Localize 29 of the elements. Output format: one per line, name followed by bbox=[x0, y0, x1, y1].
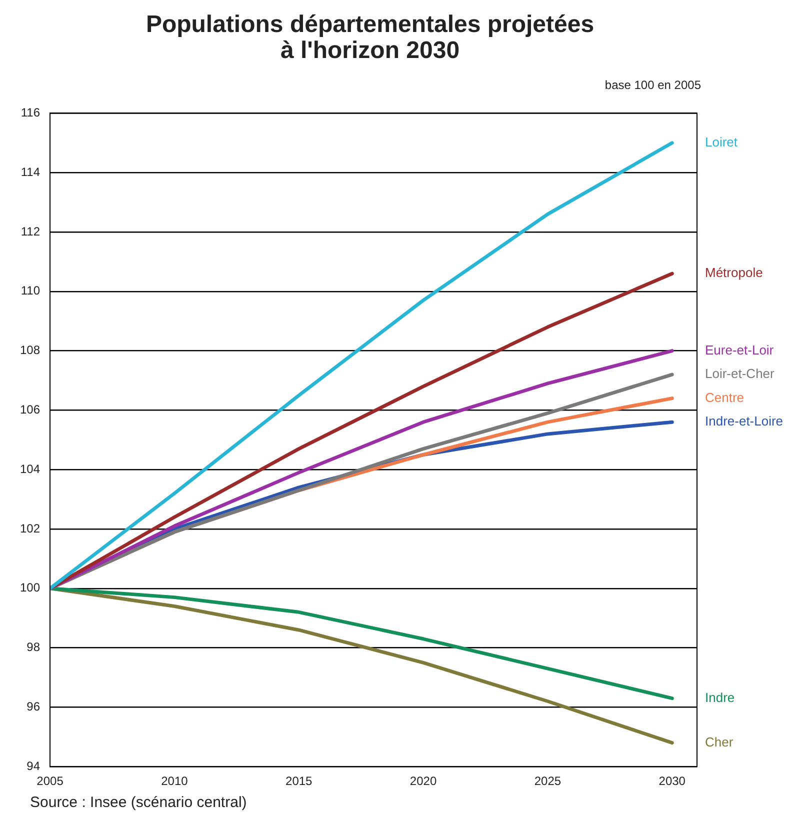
chart-title: Populations départementales projetées à l'horizon 2030 bbox=[144, 11, 596, 64]
y-tick-label: 94 bbox=[26, 758, 40, 773]
x-tick-label: 2030 bbox=[658, 774, 686, 788]
x-tick-label: 2025 bbox=[534, 774, 562, 788]
text: Métropole bbox=[705, 265, 763, 280]
text: Loir-et-Cher bbox=[705, 366, 776, 382]
y-tick-label: 96 bbox=[26, 700, 40, 714]
y-tick-label: 100 bbox=[20, 580, 40, 595]
text: Eure-et-Loir bbox=[705, 342, 774, 358]
y-tick-label: 112 bbox=[20, 224, 40, 238]
text: base 100 en 2005 bbox=[604, 78, 701, 92]
y-tick-label: 106 bbox=[20, 402, 40, 417]
x-tick-label: 2015 bbox=[286, 774, 313, 788]
x-tick-label: 2005 bbox=[36, 774, 64, 788]
text: Indre-et-Loire bbox=[705, 414, 784, 429]
text: Cher bbox=[705, 734, 734, 750]
x-tick-label: 2020 bbox=[410, 774, 437, 788]
text: Centre bbox=[705, 390, 744, 405]
x-tick-label: 2010 bbox=[161, 774, 188, 788]
y-tick-label: 108 bbox=[20, 343, 40, 358]
text: Indre bbox=[705, 690, 735, 705]
text: Loiret bbox=[705, 134, 738, 150]
y-tick-label: 98 bbox=[26, 640, 40, 654]
y-tick-label: 110 bbox=[20, 284, 40, 298]
source-note: Source : Insee (scénario central) bbox=[30, 794, 247, 811]
y-tick-label: 116 bbox=[20, 106, 40, 120]
y-tick-label: 104 bbox=[20, 462, 40, 476]
y-tick-label: 114 bbox=[20, 164, 40, 179]
y-tick-label: 102 bbox=[20, 521, 40, 536]
